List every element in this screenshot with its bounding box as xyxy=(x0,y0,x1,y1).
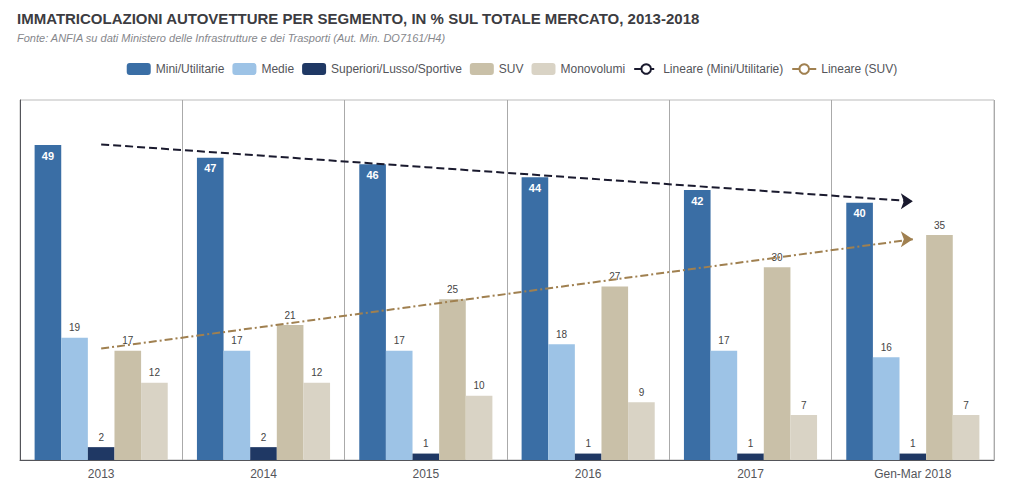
svg-text:16: 16 xyxy=(881,342,893,353)
svg-text:17: 17 xyxy=(231,335,243,346)
svg-text:1: 1 xyxy=(585,438,591,449)
svg-text:2017: 2017 xyxy=(737,467,764,481)
svg-text:42: 42 xyxy=(691,195,703,207)
svg-text:10: 10 xyxy=(474,380,486,391)
svg-text:19: 19 xyxy=(69,322,81,333)
svg-text:49: 49 xyxy=(42,150,54,162)
svg-text:25: 25 xyxy=(447,284,459,295)
svg-text:47: 47 xyxy=(204,162,216,174)
svg-text:1: 1 xyxy=(423,438,429,449)
svg-text:Mini/Utilitarie: Mini/Utilitarie xyxy=(156,62,225,76)
svg-text:2016: 2016 xyxy=(575,467,602,481)
svg-text:30: 30 xyxy=(771,251,783,263)
svg-text:44: 44 xyxy=(529,182,542,194)
svg-text:7: 7 xyxy=(801,400,807,411)
svg-text:18: 18 xyxy=(556,329,568,340)
svg-text:17: 17 xyxy=(718,335,730,346)
svg-text:Gen-Mar 2018: Gen-Mar 2018 xyxy=(874,467,952,481)
svg-text:Medie: Medie xyxy=(261,62,294,76)
svg-text:2014: 2014 xyxy=(250,467,277,481)
svg-text:17: 17 xyxy=(394,335,406,346)
svg-text:Monovolumi: Monovolumi xyxy=(561,62,626,76)
svg-text:Fonte: ANFIA su dati Ministero: Fonte: ANFIA su dati Ministero delle Inf… xyxy=(17,32,445,44)
svg-text:12: 12 xyxy=(149,367,161,378)
svg-text:46: 46 xyxy=(366,169,378,181)
svg-text:17: 17 xyxy=(122,335,134,347)
svg-text:2013: 2013 xyxy=(88,467,115,481)
svg-text:35: 35 xyxy=(934,220,946,231)
svg-text:1: 1 xyxy=(748,438,754,449)
svg-text:IMMATRICOLAZIONI AUTOVETTURE P: IMMATRICOLAZIONI AUTOVETTURE PER SEGMENT… xyxy=(17,10,699,27)
svg-text:Lineare (SUV): Lineare (SUV) xyxy=(821,62,897,76)
svg-text:9: 9 xyxy=(639,387,645,398)
svg-text:2015: 2015 xyxy=(412,467,439,481)
svg-text:1: 1 xyxy=(910,438,916,449)
svg-text:Superiori/Lusso/Sportive: Superiori/Lusso/Sportive xyxy=(331,62,462,76)
svg-text:SUV: SUV xyxy=(499,62,524,76)
svg-text:27: 27 xyxy=(609,270,621,282)
svg-text:2: 2 xyxy=(98,432,104,443)
svg-text:2: 2 xyxy=(261,432,267,443)
svg-text:40: 40 xyxy=(853,207,865,219)
svg-text:Lineare (Mini/Utilitarie): Lineare (Mini/Utilitarie) xyxy=(663,62,783,76)
svg-text:21: 21 xyxy=(285,310,297,321)
svg-text:12: 12 xyxy=(311,367,323,378)
svg-text:7: 7 xyxy=(963,400,969,411)
